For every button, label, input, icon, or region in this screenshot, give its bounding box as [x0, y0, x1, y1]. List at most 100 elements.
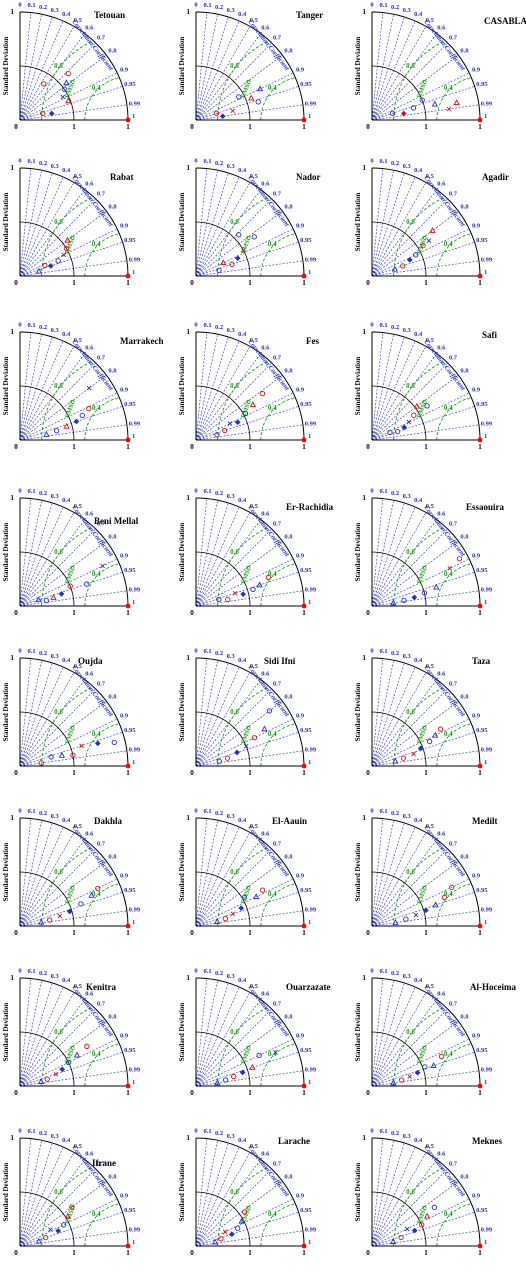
sd-tick-label-y1: 1: [187, 1134, 191, 1142]
corr-tick-label: 0.9: [120, 1193, 129, 1200]
sd-tick-label-x-mid: 1: [72, 609, 76, 617]
sd-tick-label-x-mid: 1: [72, 1089, 76, 1097]
data-point: [222, 1229, 228, 1235]
sd-tick-label-x0: 0: [190, 279, 194, 287]
rmsd-label: RMSD: [416, 398, 429, 419]
data-point: [63, 245, 70, 252]
corr-tick-label: 0.2: [391, 810, 399, 817]
taylor-panel: 0 0.1 0.2 0.3 0.4 0.5 0.6 0.7 0.8 0.9 0.95 0.99 0.4 0…: [354, 157, 524, 308]
corr-tick-label: 0.7: [449, 680, 458, 687]
sd-tick-label-x1: 1: [302, 609, 306, 617]
corr-tick-label: 0.6: [85, 345, 94, 352]
corr-tick-label: 0.5: [250, 663, 259, 670]
reference-label: 1: [308, 113, 311, 120]
corr-tick-label: 0.8: [108, 854, 117, 861]
data-point: [86, 406, 92, 412]
corr-tick-label: 0.4: [414, 331, 423, 338]
data-point: [250, 586, 256, 593]
corr-tick-label: 0.8: [108, 694, 117, 701]
corr-tick-label: 0.4: [62, 657, 71, 664]
corr-tick-label: 0.5: [426, 17, 435, 24]
data-point: [230, 911, 236, 917]
corr-tick-label: 0.95: [300, 237, 312, 244]
sd-tick-label-x1: 1: [478, 929, 482, 937]
sd-tick-label-x1: 1: [478, 609, 482, 617]
data-point: [413, 912, 419, 918]
corr-tick-label: 0: [194, 807, 197, 814]
corr-tick-label: 0.5: [426, 173, 435, 180]
corr-tick-label: 0.95: [476, 727, 488, 734]
corr-tick-label: 0.3: [403, 163, 412, 170]
sd-tick-label-x0: 0: [190, 1089, 194, 1097]
data-point: [234, 419, 241, 426]
corr-tick-label: 0.3: [227, 813, 236, 820]
corr-tick-label: 0.99: [129, 907, 141, 914]
corr-tick-label: 0.9: [120, 553, 129, 560]
rmsd-tick-label: 0.8: [406, 1188, 415, 1196]
corr-tick-label: 0: [18, 1, 21, 8]
rmsd-tick-label: 0.8: [230, 218, 239, 226]
panel-title: Er-Rachidia: [286, 502, 334, 512]
sd-outer-arc: [19, 817, 129, 927]
corr-tick-label: 0: [370, 487, 373, 494]
corr-tick-label: 0.7: [273, 520, 282, 527]
corr-tick-label: 0.4: [62, 331, 71, 338]
corr-tick-label: 0.2: [215, 650, 223, 657]
sd-tick-label-x1: 1: [478, 769, 482, 777]
corr-tick-label: 0.99: [305, 587, 317, 594]
taylor-diagram-svg: 0 0.1 0.2 0.30.40.50.60.70.80.90.950.990.40…: [354, 1, 526, 131]
data-point: [255, 99, 261, 105]
data-point: [95, 885, 101, 891]
corr-tick-label: 0.9: [120, 67, 129, 74]
data-point: [61, 1222, 67, 1228]
corr-tick-label: 0.95: [476, 81, 488, 88]
sd-tick-label-x1: 1: [302, 929, 306, 937]
rmsd-tick-label: 0.4: [92, 404, 101, 412]
corr-tick-label: 0.1: [203, 322, 211, 329]
sd-tick-label-x-mid: 1: [248, 1249, 252, 1257]
corr-tick-label: 0.8: [460, 204, 469, 211]
rmsd-tick-label: 0.8: [54, 382, 63, 390]
corr-tick-label: 0.1: [203, 648, 211, 655]
reference-label: 1: [484, 433, 487, 440]
sd-tick-label-x-mid: 1: [72, 929, 76, 937]
data-point: [249, 1063, 256, 1070]
rmsd-arc: [393, 686, 446, 767]
data-point: [256, 581, 263, 588]
corr-tick-label: 0.3: [403, 1133, 412, 1140]
corr-tick-label: 0.95: [124, 237, 136, 244]
corr-tick-label: 0.5: [74, 17, 83, 24]
corr-tick-label: 0.7: [97, 680, 106, 687]
rmsd-arc: [41, 1006, 94, 1087]
y-axis-label: Standard Deviation: [178, 1163, 186, 1222]
reference-label: 1: [484, 269, 487, 276]
corr-tick-label: 0.7: [449, 520, 458, 527]
sd-tick-label-x0: 0: [366, 929, 370, 937]
corr-tick-label: 0.4: [414, 167, 423, 174]
data-point: [431, 1204, 438, 1210]
data-point: [392, 919, 399, 925]
rmsd-arc: [41, 360, 94, 441]
sd-tick-label-y1: 1: [11, 494, 15, 502]
sd-outer-arc: [19, 1137, 129, 1247]
sd-tick-label-x0: 0: [366, 609, 370, 617]
rmsd-tick-label: 0.8: [406, 1028, 415, 1036]
sd-outer-arc: [371, 1137, 481, 1247]
rmsd-arc: [260, 563, 296, 607]
rmsd-tick-label: 0.8: [230, 62, 239, 70]
corr-tick-label: 0.95: [124, 1047, 136, 1054]
reference-point: [301, 763, 307, 769]
data-point: [231, 1073, 237, 1080]
corr-tick-label: 0.4: [62, 497, 71, 504]
corr-tick-label: 0.1: [27, 1128, 35, 1135]
data-point: [216, 267, 222, 273]
data-point: [224, 755, 231, 761]
data-point: [400, 263, 406, 269]
sd-tick-label-x-mid: 1: [424, 1089, 428, 1097]
reference-point: [125, 273, 131, 279]
rmsd-arc: [436, 77, 472, 121]
sd-tick-label-x-mid: 1: [424, 279, 428, 287]
data-point: [55, 1228, 61, 1234]
reference-label: 1: [132, 1079, 135, 1086]
rmsd-tick-label: 0.4: [444, 1210, 453, 1218]
